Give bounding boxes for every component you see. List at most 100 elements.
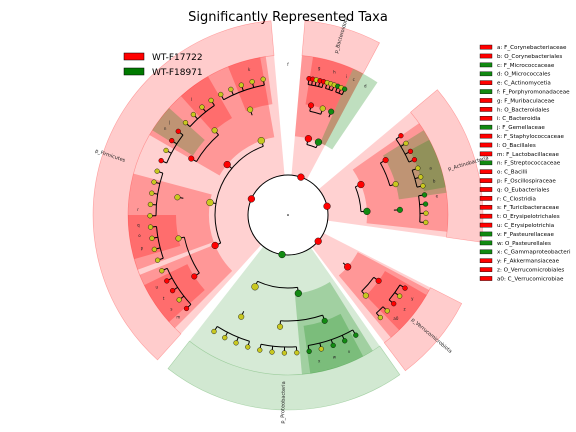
taxon-node-39 — [384, 308, 390, 314]
key-label-t: t: O_Erysipelotrichales — [497, 214, 560, 220]
taxon-node-69 — [155, 257, 161, 263]
key-label-q: q: O_Eubacteriales — [497, 187, 549, 193]
taxon-node-90 — [208, 97, 214, 104]
key-label-v: v: F_Pasteurellaceae — [497, 232, 554, 238]
taxon-node-16 — [314, 138, 323, 146]
taxon-node-15 — [328, 108, 335, 115]
key-name-f: F_Porphyromonadaceae — [502, 90, 570, 96]
key-label-u: u: C_Erysipelotrichia — [497, 223, 554, 229]
key-swatch-p — [479, 178, 493, 183]
key-name-a0: C_Verrucomicrobiae — [508, 276, 564, 282]
taxon-node-40 — [377, 314, 383, 321]
key-id-t: t — [497, 214, 500, 220]
taxon-node-83 — [163, 147, 169, 154]
key-id-r: r — [497, 196, 500, 202]
taxon-node-97 — [260, 76, 266, 82]
key-name-t: O_Erysipelotrichales — [503, 214, 560, 220]
clade-letter-p: p — [141, 246, 144, 251]
clade-letter-a0: a0 — [393, 316, 398, 321]
key-name-z: O_Verrucomicrobiales — [504, 268, 565, 274]
phylum-ring-3 — [383, 287, 463, 372]
key-label-g: g: F_Muribaculaceae — [497, 98, 555, 104]
key-name-e: C_Actinomycetia — [504, 81, 551, 87]
key-label-r: r: C_Clostridia — [497, 196, 536, 202]
legend-label-wt-f18971: WT-F18971 — [152, 68, 203, 78]
key-swatch-m — [479, 151, 493, 157]
taxon-node-82 — [158, 158, 164, 164]
clade-letter-e: e — [436, 194, 439, 199]
key-sep: : — [500, 232, 504, 238]
key-name-d: O_Micrococcales — [504, 72, 550, 78]
clade-letter-u: u — [156, 285, 159, 290]
taxon-node-73 — [175, 235, 182, 242]
key-swatch-x — [479, 249, 493, 255]
taxon-node-30 — [423, 210, 429, 216]
key-id-g: g — [497, 98, 501, 104]
clade-letter-d: d — [364, 83, 367, 88]
phylum-sector-3 — [312, 233, 431, 343]
key-sep: : — [501, 72, 505, 78]
clade-arc — [214, 145, 264, 244]
clade-letter-n: n — [164, 126, 167, 131]
key-label-b: b: O_Corynebacteriales — [497, 54, 562, 60]
taxon-node-49 — [321, 317, 328, 324]
key-sep: : — [500, 81, 504, 87]
key-swatch-v — [479, 231, 493, 237]
key-sep: : — [499, 196, 503, 202]
taxon-node-14 — [342, 86, 348, 92]
chart-title: Significantly Represented Taxa — [188, 10, 388, 25]
key-swatch-e — [479, 80, 493, 85]
taxon-node-89 — [199, 104, 205, 110]
taxon-node-11 — [304, 135, 312, 143]
taxon-node-79 — [154, 168, 160, 174]
taxon-node-47 — [318, 346, 324, 352]
taxon-node-76 — [147, 201, 154, 208]
taxon-node-48 — [306, 348, 312, 354]
phylum-label-4: p_Proteobacteria — [280, 381, 287, 423]
key-label-j: j: F_Gemellaceae — [496, 125, 545, 131]
taxon-node-17 — [297, 173, 305, 181]
taxon-node-35 — [402, 285, 408, 291]
key-name-a: F_Corynebacteriaceae — [504, 45, 567, 51]
taxon-node-55 — [294, 289, 302, 297]
taxon-node-32 — [396, 206, 403, 213]
root-ring — [247, 174, 329, 256]
key-name-h: O_Bacteroidales — [504, 107, 549, 113]
key-swatch-i — [479, 115, 493, 121]
key-swatch-y — [479, 258, 493, 264]
clade-letter-x: x — [318, 359, 321, 364]
key-name-s: F_Turicibacteraceae — [504, 205, 560, 211]
clade-arc — [418, 195, 421, 223]
key-name-x: C_Gammaproteobacteri — [504, 250, 571, 256]
key-id-c: c — [497, 63, 500, 69]
key-swatch-a — [479, 44, 493, 50]
key-sep: : — [500, 170, 504, 176]
key-id-u: u — [497, 223, 501, 229]
taxon-node-38 — [375, 277, 382, 284]
taxon-node-50 — [294, 350, 300, 356]
key-swatch-u — [479, 222, 493, 228]
taxon-node-6 — [308, 102, 315, 109]
root-node — [287, 214, 289, 216]
taxon-node-71 — [149, 235, 155, 241]
highlighted-clade-13 — [127, 173, 214, 270]
highlighted-clade-8 — [365, 271, 427, 331]
key-id-p: p — [497, 179, 501, 185]
key-name-n: F_Streptococcaceae — [504, 161, 561, 167]
key-sep: : — [501, 54, 505, 60]
taxon-node-37 — [391, 301, 397, 307]
taxon-node-65 — [169, 288, 176, 294]
key-label-n: n: F_Streptococcaceae — [497, 161, 561, 167]
key-sep: : — [501, 107, 505, 113]
key-sep: : — [501, 179, 505, 185]
taxon-node-43 — [314, 237, 322, 245]
key-swatch-a0 — [479, 276, 493, 281]
key-swatch-q — [479, 187, 493, 192]
clade-letter-v: v — [348, 349, 351, 354]
highlighted-clade-11 — [139, 244, 233, 329]
clade-arc — [196, 134, 219, 162]
taxon-node-67 — [159, 268, 165, 274]
taxon-node-34 — [323, 202, 331, 210]
clade-letter-j: j — [168, 120, 170, 125]
taxon-node-23 — [415, 165, 421, 171]
